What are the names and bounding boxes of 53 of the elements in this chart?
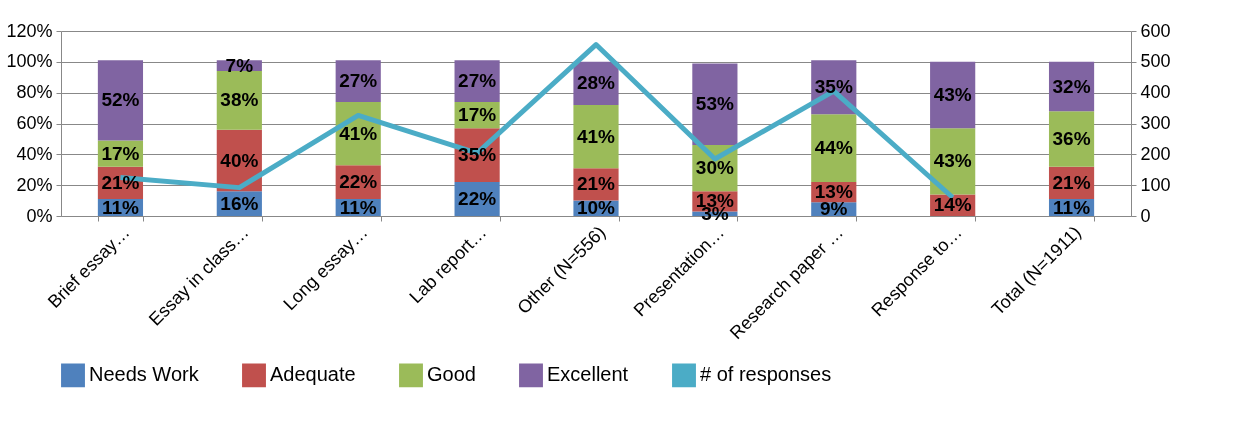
legend-label: Good: [427, 363, 476, 386]
data-label: 16%: [220, 192, 259, 214]
y2-tick-label: 300: [1140, 113, 1171, 133]
data-label: 27%: [339, 70, 378, 92]
data-label: 28%: [576, 72, 616, 94]
data-label: 30%: [695, 157, 735, 179]
data-label: 36%: [1052, 127, 1091, 149]
y-tick-label: 60%: [16, 113, 53, 133]
y2-tick-label: 400: [1140, 82, 1171, 103]
y2-tick-label: 100: [1140, 174, 1171, 195]
data-label: 22%: [458, 188, 497, 210]
data-label: 27%: [458, 70, 497, 92]
legend-label: Needs Work: [89, 363, 200, 386]
data-label: 43%: [933, 83, 972, 105]
data-label: 11%: [1053, 196, 1091, 218]
y-tick-label: 20%: [16, 174, 53, 195]
legend-label: Adequate: [270, 363, 356, 386]
data-label: 44%: [814, 137, 853, 159]
y-tick-label: 80%: [16, 82, 53, 103]
data-label: 35%: [458, 144, 497, 166]
bar: [97, 60, 144, 141]
data-label: 22%: [339, 171, 378, 193]
data-label: 17%: [101, 142, 140, 164]
y-tick-label: 40%: [16, 143, 53, 164]
y2-tick-label: 500: [1140, 51, 1171, 72]
y2-tick-label: 0: [1140, 205, 1151, 226]
data-label: 14%: [933, 194, 972, 216]
y2-tick-label: 200: [1140, 143, 1171, 164]
data-label: 11%: [101, 196, 140, 218]
data-label: 17%: [458, 104, 497, 126]
y2-tick-label: 600: [1140, 20, 1171, 41]
data-label: 41%: [339, 122, 378, 144]
y-tick-label: 120%: [6, 20, 53, 41]
data-label: 10%: [576, 197, 616, 219]
bar: [573, 105, 619, 169]
data-label: 41%: [576, 125, 616, 147]
y-tick-label: 0%: [26, 205, 53, 226]
data-label: 7%: [225, 54, 254, 76]
data-label: 52%: [101, 89, 140, 111]
data-label: 38%: [220, 89, 259, 111]
data-label: 32%: [1052, 75, 1091, 97]
data-label: 21%: [101, 171, 140, 193]
data-label: 35%: [814, 76, 853, 98]
data-label: 21%: [1052, 171, 1091, 193]
data-label: 43%: [933, 150, 972, 172]
legend-label: Excellent: [547, 363, 629, 386]
data-label: 53%: [695, 93, 735, 115]
legend-label: # of responses: [700, 363, 832, 386]
data-label: 21%: [576, 173, 616, 195]
data-label: 40%: [220, 149, 259, 171]
data-label: 11%: [339, 196, 377, 218]
y-tick-label: 100%: [6, 51, 53, 72]
bar: [811, 114, 857, 183]
